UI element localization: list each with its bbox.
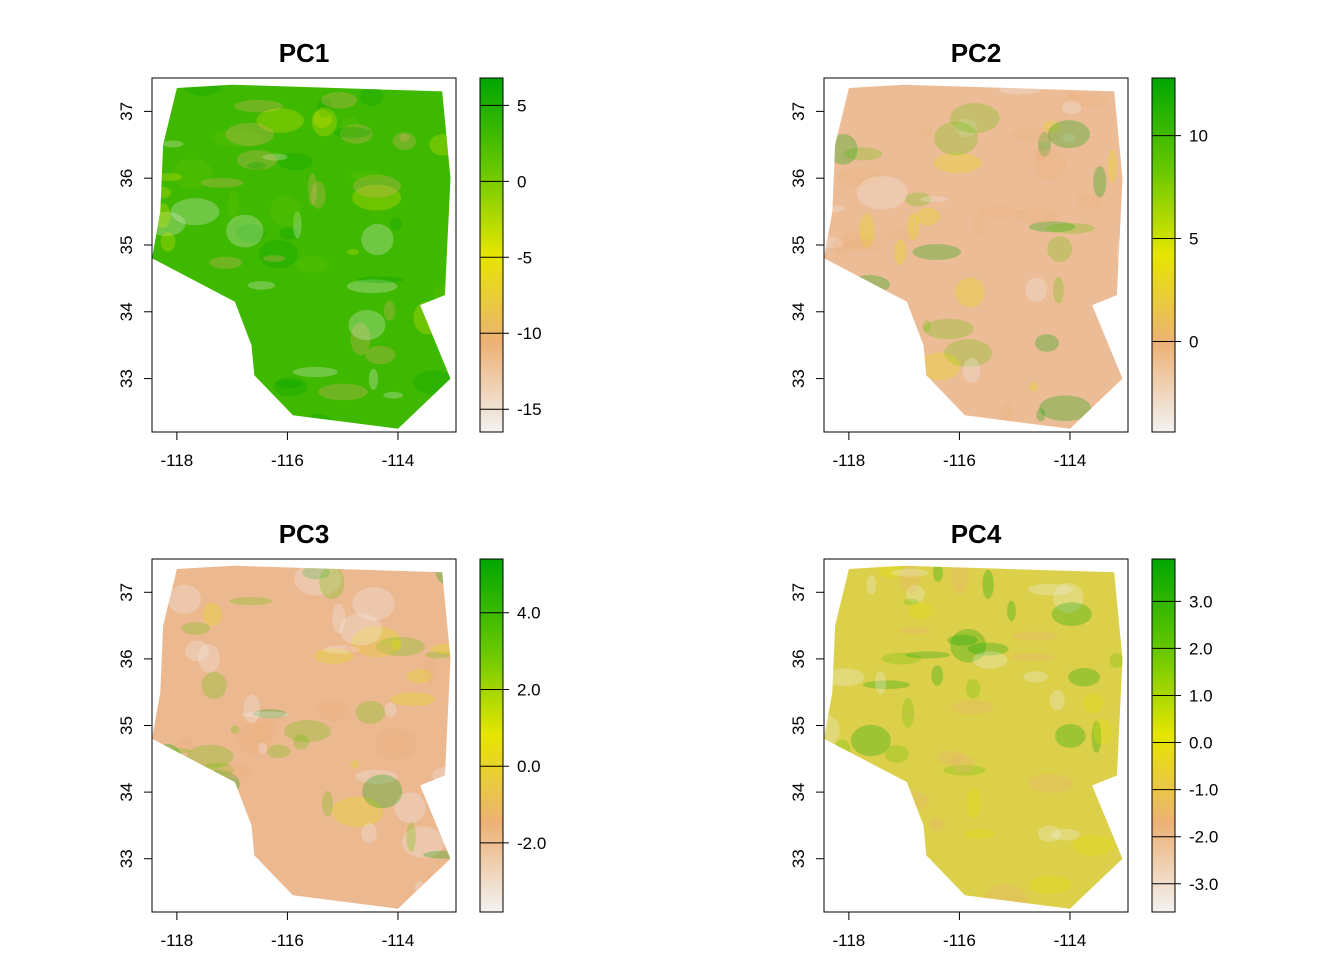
panel-title: PC3 [279,519,330,549]
map-frame [823,558,1129,913]
x-tick-label: -118 [160,451,193,470]
panel-pc1: PC1 -118 -116 -114 33 34 35 36 37 5 0 -5 -10 -15 [117,38,542,470]
map-frame [151,77,457,433]
colorbar [1151,558,1176,913]
x-tick-label: -114 [1054,931,1087,950]
colorbar-tick-label: 1.0 [1189,686,1213,705]
y-tick-label: 33 [789,849,808,868]
y-tick-label: 35 [789,236,808,255]
y-tick-label: 33 [117,369,136,388]
y-tick-label: 37 [117,102,136,121]
y-tick-label: 37 [789,102,808,121]
panel-pc2: PC2 -118 -116 -114 33 34 35 36 37 10 5 0 [789,38,1208,470]
y-tick-label: 36 [789,649,808,668]
colorbar-tick-label: 0.0 [517,757,541,776]
x-tick-label: -118 [832,931,865,950]
colorbar-tick-label: -10 [517,324,542,343]
raster-region [152,84,451,429]
colorbar-tick-label: 2.0 [1189,639,1213,658]
colorbar-tick-label: 0.0 [1189,734,1213,753]
panel-title: PC1 [279,38,330,68]
x-tick-label: -114 [382,451,415,470]
x-tick-label: -116 [271,451,304,470]
panel-title: PC2 [951,38,1002,68]
x-tick-label: -118 [832,451,865,470]
x-tick-label: -116 [943,451,976,470]
y-tick-label: 34 [117,302,136,321]
x-tick-label: -114 [1054,451,1087,470]
raster-region [152,565,451,909]
y-tick-label: 37 [117,583,136,602]
colorbar [479,77,504,433]
colorbar [479,558,504,913]
x-tick-label: -114 [382,931,415,950]
y-tick-label: 34 [789,302,808,321]
x-tick-label: -116 [271,931,304,950]
colorbar [1151,77,1176,433]
x-tick-label: -118 [160,931,193,950]
colorbar-tick-label: 5 [1189,230,1198,249]
panel-pc4: PC4 -118 -116 -114 33 34 35 36 37 3.0 2.0 1.0 0.0 -1.… [789,519,1218,950]
panel-pc3: PC3 -118 -116 -114 33 34 35 36 37 4.0 2.0 0.0 -2.0 [117,519,546,950]
colorbar-tick-label: -2.0 [517,834,546,853]
colorbar-tick-label: -5 [517,248,532,267]
colorbar-tick-label: 5 [517,96,526,115]
y-tick-label: 35 [117,236,136,255]
y-tick-label: 34 [789,783,808,802]
y-tick-label: 35 [789,716,808,735]
colorbar-tick-label: -3.0 [1189,875,1218,894]
y-tick-label: 34 [117,783,136,802]
colorbar-tick-label: -1.0 [1189,781,1218,800]
raster-region [824,565,1123,909]
colorbar-tick-label: 10 [1189,127,1208,146]
colorbar-tick-label: 4.0 [517,604,541,623]
colorbar-tick-label: -2.0 [1189,828,1218,847]
y-tick-label: 33 [117,849,136,868]
x-tick-label: -116 [943,931,976,950]
map-frame [823,77,1129,433]
panel-title: PC4 [951,519,1002,549]
colorbar-tick-label: -15 [517,400,542,419]
y-tick-label: 36 [789,169,808,188]
colorbar-tick-label: 3.0 [1189,592,1213,611]
map-frame [151,558,457,913]
y-tick-label: 36 [117,169,136,188]
colorbar-tick-label: 0 [1189,332,1198,351]
y-tick-label: 36 [117,649,136,668]
colorbar-tick-label: 0 [517,172,526,191]
y-tick-label: 33 [789,369,808,388]
raster-region [824,84,1123,429]
y-tick-label: 37 [789,583,808,602]
colorbar-tick-label: 2.0 [517,680,541,699]
y-tick-label: 35 [117,716,136,735]
